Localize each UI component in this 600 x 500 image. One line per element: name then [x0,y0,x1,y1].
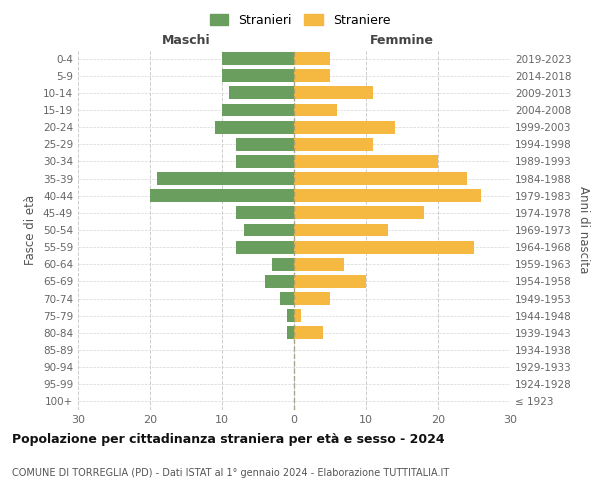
Bar [222,70,294,82]
Bar [294,310,301,322]
Bar [294,86,373,100]
Bar [294,206,424,220]
Bar [287,326,294,340]
Bar [215,120,294,134]
Legend: Stranieri, Straniere: Stranieri, Straniere [205,8,395,32]
Bar [236,155,294,168]
Bar [294,52,330,65]
Bar [265,275,294,288]
Bar [236,138,294,150]
Bar [294,138,373,150]
Bar [157,172,294,185]
Bar [236,240,294,254]
Bar [294,326,323,340]
Text: Femmine: Femmine [370,34,434,46]
Bar [294,224,388,236]
Text: Maschi: Maschi [161,34,211,46]
Bar [294,190,481,202]
Bar [229,86,294,100]
Bar [150,190,294,202]
Bar [222,104,294,117]
Bar [222,52,294,65]
Bar [294,240,474,254]
Bar [244,224,294,236]
Bar [294,120,395,134]
Bar [294,70,330,82]
Bar [294,258,344,270]
Bar [287,310,294,322]
Bar [294,104,337,117]
Bar [294,172,467,185]
Bar [294,275,366,288]
Y-axis label: Anni di nascita: Anni di nascita [577,186,590,274]
Bar [280,292,294,305]
Text: COMUNE DI TORREGLIA (PD) - Dati ISTAT al 1° gennaio 2024 - Elaborazione TUTTITAL: COMUNE DI TORREGLIA (PD) - Dati ISTAT al… [12,468,449,477]
Bar [236,206,294,220]
Text: Popolazione per cittadinanza straniera per età e sesso - 2024: Popolazione per cittadinanza straniera p… [12,432,445,446]
Bar [294,155,438,168]
Bar [272,258,294,270]
Bar [294,292,330,305]
Y-axis label: Fasce di età: Fasce di età [25,195,37,265]
